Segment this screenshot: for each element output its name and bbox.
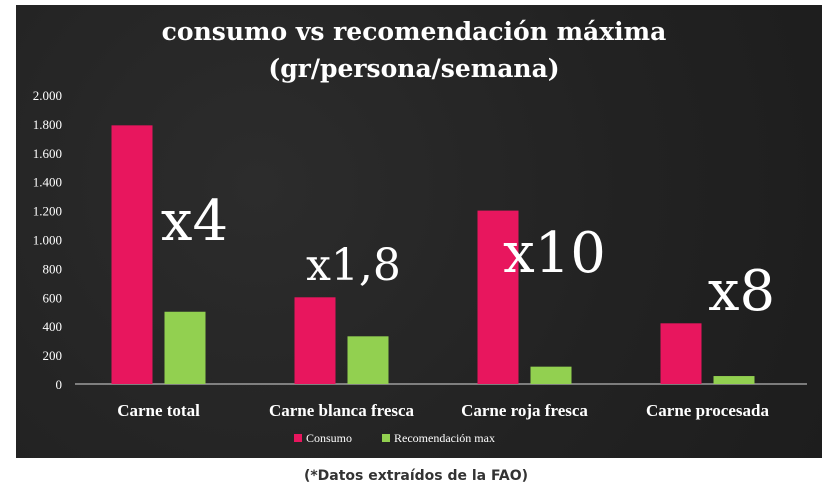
- y-tick-label: 1.800: [33, 117, 62, 132]
- bar-recomendacion-2: [530, 366, 572, 384]
- multiplier-annotation: x4: [161, 189, 228, 254]
- bar-consumo-1: [294, 297, 336, 384]
- axes-layer: 0 200 400 600 800 1.000 1.200 1.400 1.600 1.800 2.…: [33, 88, 807, 392]
- bar-recomendacion-3: [713, 376, 755, 384]
- legend-label: Consumo: [306, 431, 352, 445]
- source-note: (*Datos extraídos de la FAO): [303, 468, 529, 484]
- y-tick-label: 2.000: [33, 88, 62, 103]
- x-category-label: Carne total: [117, 401, 200, 420]
- chart-title-line-2: (gr/persona/semana): [268, 54, 559, 83]
- y-tick-label: 400: [43, 319, 63, 334]
- x-category-label: Carne blanca fresca: [269, 401, 415, 420]
- y-tick-label: 800: [43, 261, 63, 276]
- y-tick-label: 1.600: [33, 146, 62, 161]
- bar-recomendacion-0: [164, 311, 206, 384]
- chart-title-line-1: consumo vs recomendación máxima: [162, 17, 667, 46]
- bar-consumo-2: [477, 210, 519, 384]
- bar-consumo-0: [111, 125, 153, 384]
- bar-recomendacion-1: [347, 336, 389, 384]
- multiplier-annotation: x1,8: [306, 240, 401, 291]
- y-tick-label: 1.000: [33, 233, 62, 248]
- bars-layer: [111, 125, 755, 384]
- chart-panel: consumo vs recomendación máxima (gr/pers…: [16, 5, 822, 458]
- x-category-label: Carne procesada: [646, 401, 769, 420]
- legend-swatch-1: [382, 434, 390, 442]
- bar-chart: consumo vs recomendación máxima (gr/pers…: [33, 17, 807, 445]
- multiplier-annotation: x10: [503, 221, 606, 286]
- y-tick-label: 1.200: [33, 204, 62, 219]
- y-tick-label: 0: [56, 377, 63, 392]
- y-tick-label: 600: [43, 290, 63, 305]
- y-tick-label: 1.400: [33, 175, 62, 190]
- legend: Consumo Recomendación max: [294, 431, 495, 445]
- x-category-label: Carne roja fresca: [461, 401, 588, 420]
- multiplier-annotation: x8: [708, 259, 775, 324]
- labels-layer: Carne total Carne blanca fresca Carne roja…: [117, 189, 775, 420]
- legend-swatch-0: [294, 434, 302, 442]
- legend-label: Recomendación max: [394, 431, 495, 445]
- bar-consumo-3: [660, 323, 702, 384]
- y-tick-label: 200: [43, 348, 63, 363]
